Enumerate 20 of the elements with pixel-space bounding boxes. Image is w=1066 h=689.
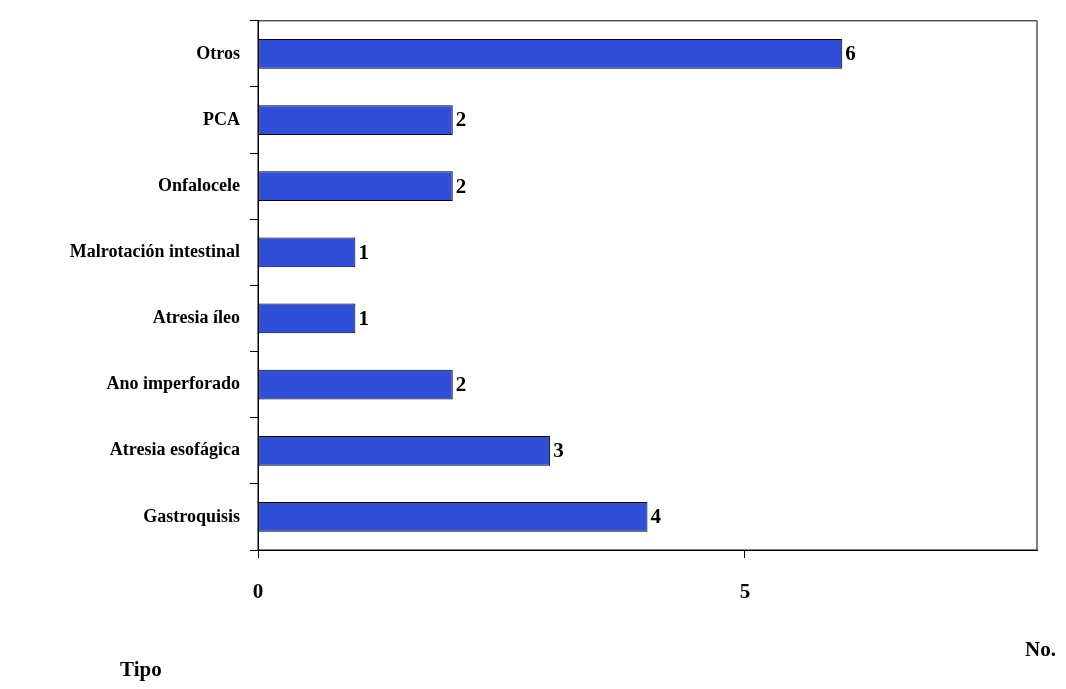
data-label: 2 — [455, 372, 467, 397]
y-tick-label: PCA — [203, 108, 240, 129]
y-tick-label: Gastroquisis — [143, 505, 240, 526]
y-tick-label: Atresia íleo — [152, 307, 240, 328]
y-tick-label: Otros — [196, 42, 240, 63]
y-tick-label: Ano imperforado — [106, 373, 240, 394]
y-axis-title: Tipo — [120, 657, 162, 682]
x-tick-label: 5 — [739, 579, 751, 604]
y-tick-label: Malrotación intestinal — [69, 240, 240, 261]
y-tick-label: Atresia esofágica — [109, 439, 240, 460]
data-label: 4 — [650, 504, 662, 529]
x-axis-title: No. — [1025, 637, 1056, 662]
data-label: 2 — [455, 107, 467, 132]
data-label: 1 — [358, 305, 369, 330]
data-label: 2 — [455, 173, 467, 198]
y-tick-label: Onfalocele — [158, 174, 240, 195]
x-tick-label: 0 — [252, 579, 264, 604]
data-label: 3 — [553, 438, 564, 463]
data-label: 1 — [358, 239, 369, 264]
data-label: 6 — [845, 41, 856, 66]
